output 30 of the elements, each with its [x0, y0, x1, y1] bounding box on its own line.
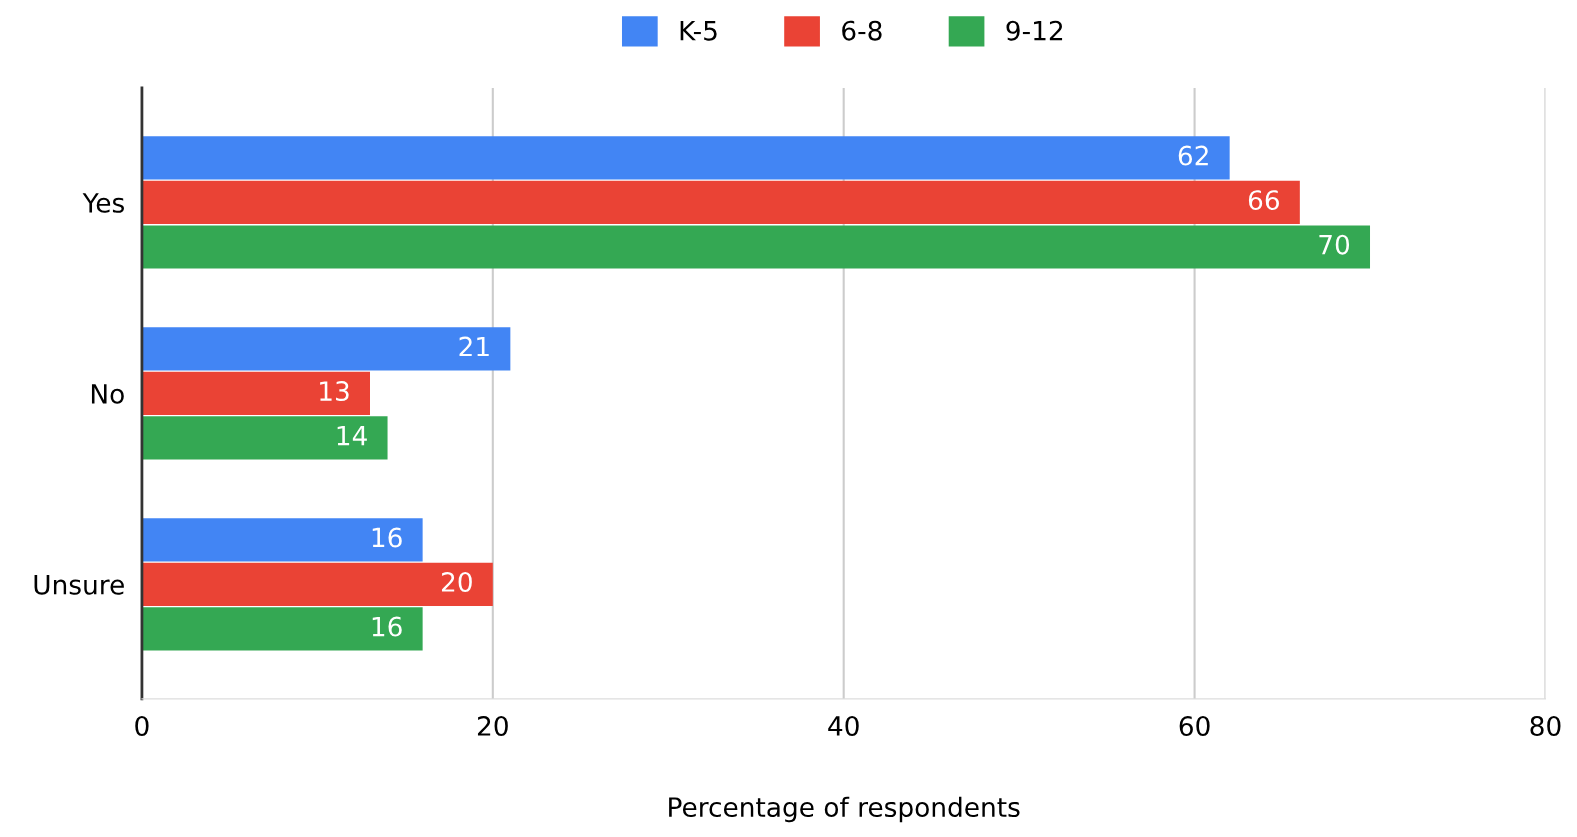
- bar: [141, 180, 1300, 225]
- legend-label: 9-12: [1006, 20, 1063, 41]
- x-tick-label: 60: [1179, 716, 1210, 736]
- y-tick-label: Unsure: [34, 575, 124, 595]
- x-axis-title: Percentage of respondents: [669, 796, 1020, 823]
- data-label: 16: [372, 527, 402, 548]
- legend-label: 6-8: [842, 20, 882, 41]
- data-label: 66: [1248, 190, 1279, 211]
- bar: [141, 518, 423, 562]
- x-tick-label: 20: [477, 716, 508, 736]
- y-tick-label: No: [91, 384, 124, 404]
- data-label: 13: [320, 381, 349, 402]
- data-label: 62: [1178, 145, 1208, 166]
- bar: [141, 562, 493, 606]
- bar: [141, 136, 1230, 180]
- x-tick-label: 0: [135, 716, 149, 736]
- bar: [141, 225, 1371, 269]
- legend-label: K-5: [680, 21, 717, 41]
- data-label: 20: [441, 572, 472, 592]
- y-tick-label: Yes: [82, 193, 124, 213]
- bar: [141, 416, 388, 460]
- data-label: 14: [337, 425, 367, 446]
- data-label: 21: [459, 336, 489, 357]
- x-tick-label: 40: [828, 716, 859, 736]
- data-label: 16: [372, 616, 402, 637]
- x-tick-label: 80: [1530, 716, 1561, 736]
- bar: [141, 607, 423, 651]
- bar: [141, 327, 511, 371]
- data-label: 70: [1319, 234, 1350, 255]
- bar: [141, 371, 370, 415]
